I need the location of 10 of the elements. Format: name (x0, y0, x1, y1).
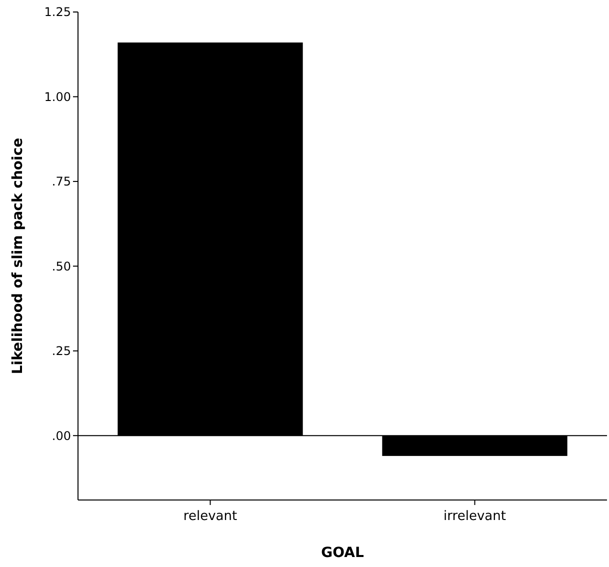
y-tick-label: .50 (52, 259, 71, 274)
x-axis-title: GOAL (321, 545, 364, 561)
y-tick-label: 1.25 (44, 5, 71, 20)
y-tick-label: .75 (52, 174, 71, 189)
y-tick-label: 1.00 (44, 90, 71, 104)
x-tick-label: relevant (183, 509, 238, 524)
x-tick-label: irrelevant (444, 509, 506, 524)
y-axis-title: Likelihood of slim pack choice (10, 138, 26, 374)
y-tick-label: .00 (52, 428, 71, 443)
y-tick-label: .25 (52, 344, 71, 358)
